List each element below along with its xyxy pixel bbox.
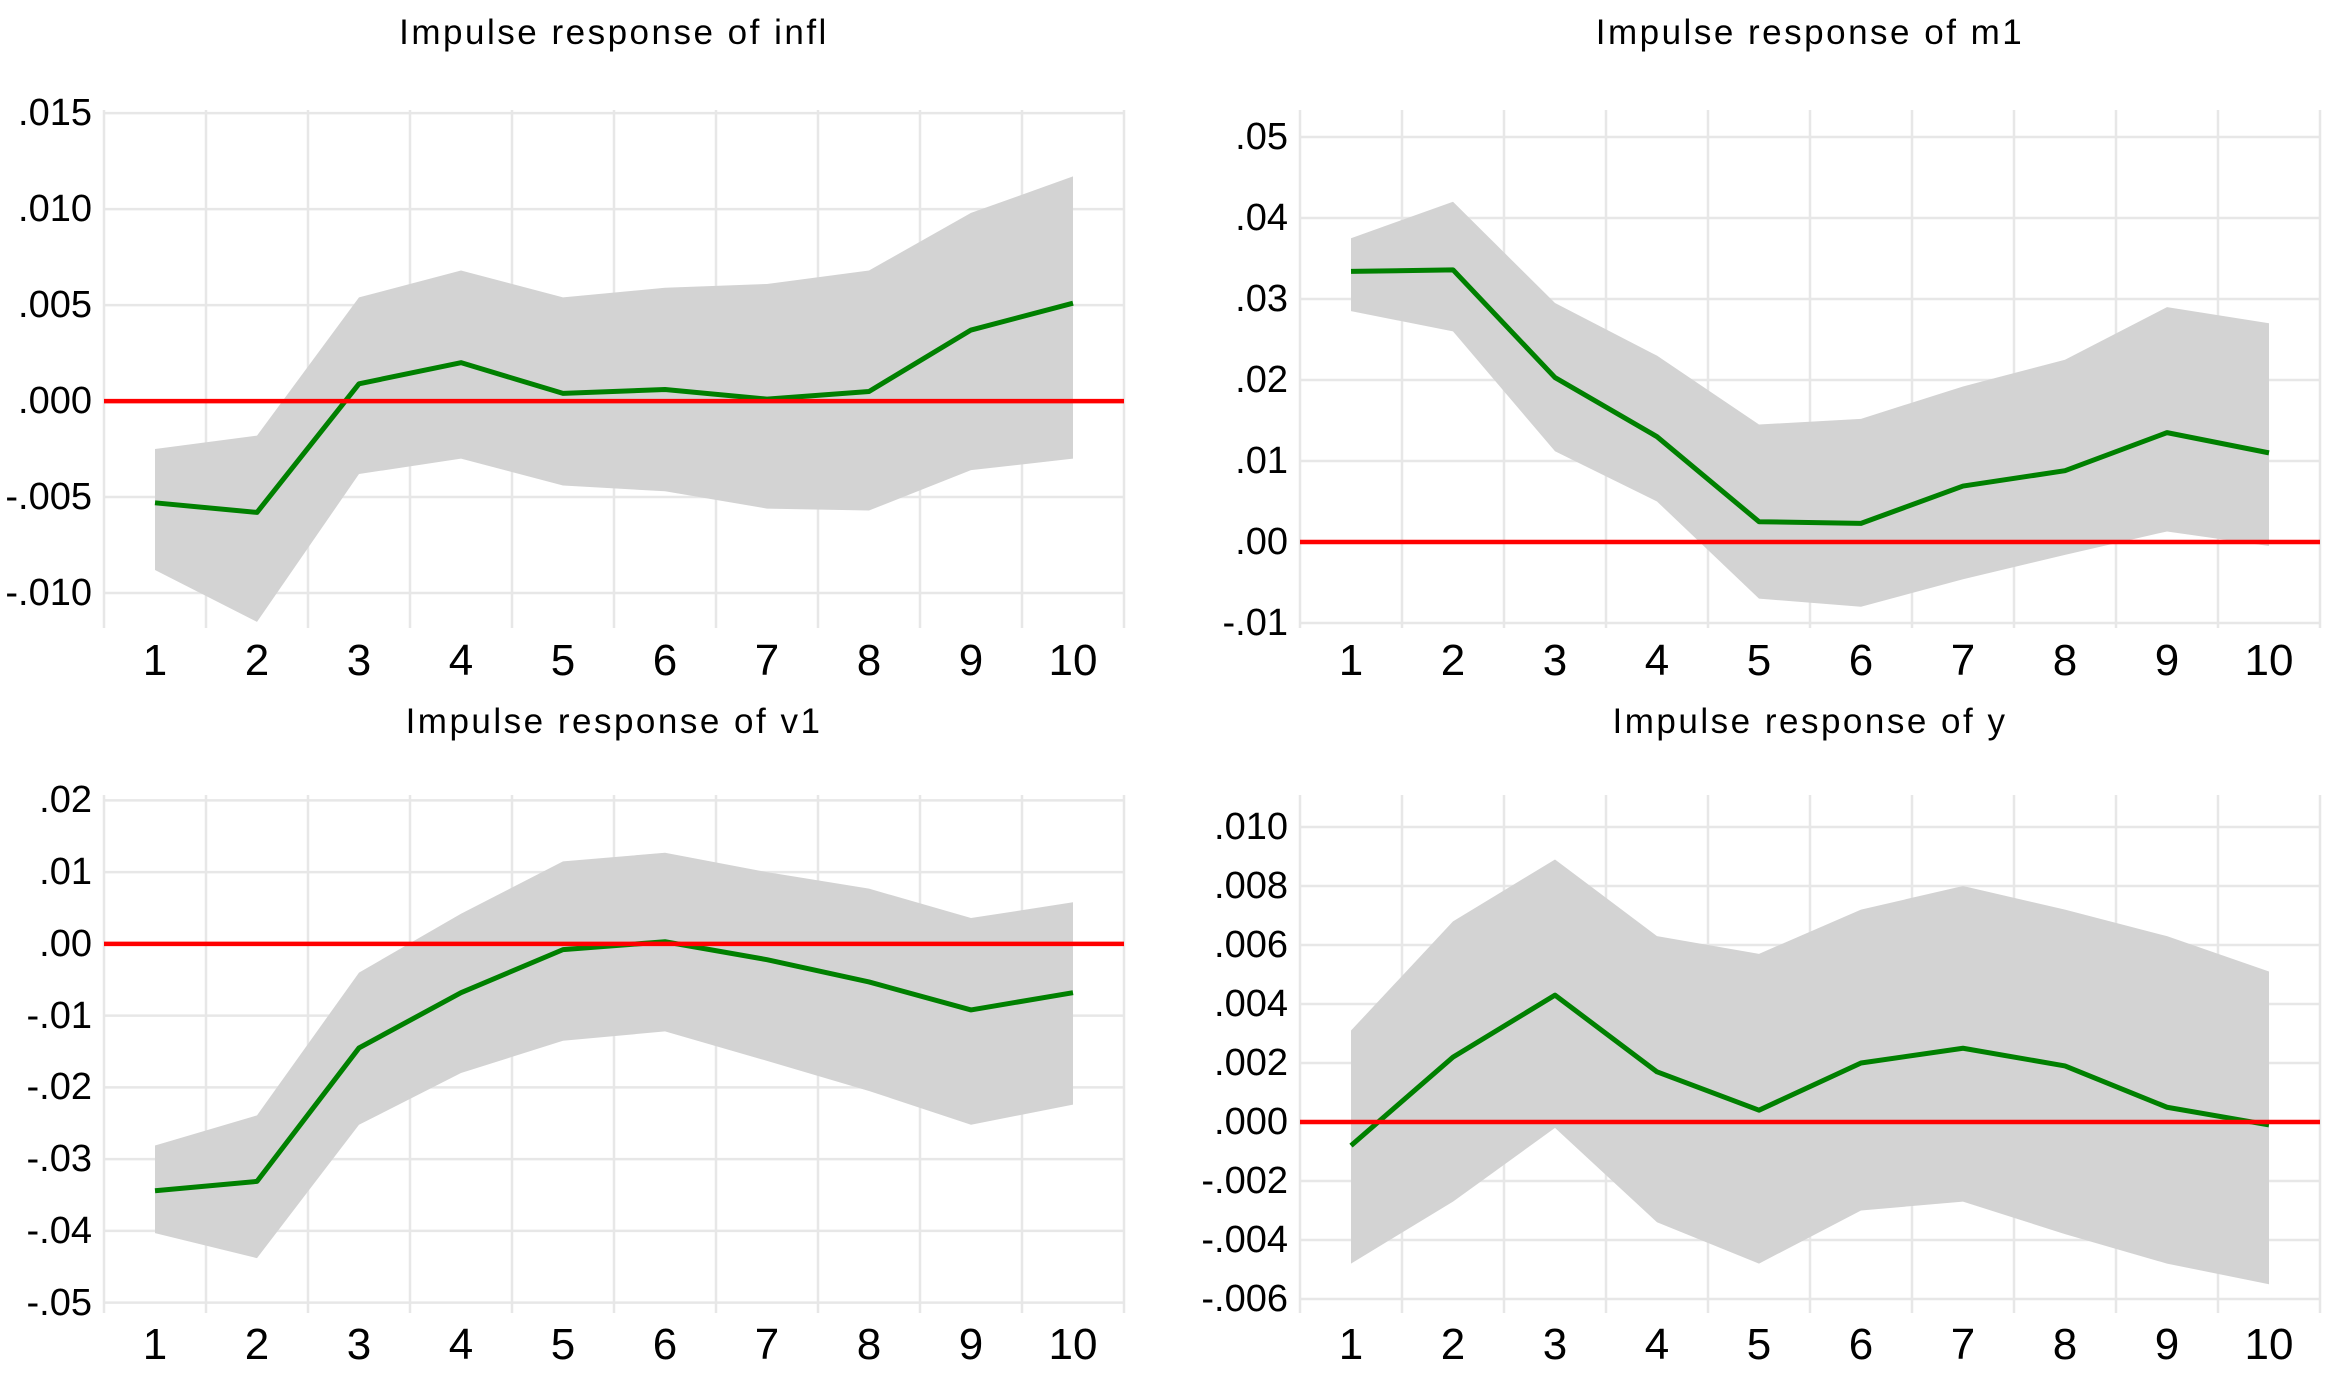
- confidence-band: [155, 852, 1073, 1259]
- y-tick-label: .02: [39, 779, 92, 822]
- irf-line: [1350, 267, 2270, 526]
- chart-2-plot: [102, 795, 1126, 1313]
- y-tick-label: .004: [1214, 982, 1288, 1025]
- chart-title-v1: Impulse response of v1: [405, 702, 823, 741]
- y-tick-label: -.01: [26, 994, 92, 1037]
- x-tick-label: 7: [1950, 636, 1976, 685]
- y-tick-label: -.006: [1201, 1277, 1288, 1320]
- x-tick-label: 7: [1950, 1320, 1976, 1369]
- x-tick-label: 4: [448, 1320, 474, 1369]
- y-tick-label: .05: [1235, 115, 1288, 158]
- x-tick-label: 10: [1048, 636, 1098, 685]
- x-tick-label: 2: [244, 636, 270, 685]
- x-tick-label: 4: [448, 636, 474, 685]
- x-tick-label: 8: [856, 636, 882, 685]
- x-tick-label: 5: [1746, 1320, 1772, 1369]
- y-tick-label: .000: [1214, 1100, 1288, 1143]
- y-tick-label: .00: [39, 922, 92, 965]
- y-tick-label: -.02: [26, 1066, 92, 1109]
- y-tick-label: .01: [1235, 439, 1288, 482]
- y-tick-label: -.005: [5, 476, 92, 519]
- x-tick-label: 2: [1440, 1320, 1466, 1369]
- x-tick-label: 7: [754, 636, 780, 685]
- confidence-band: [1351, 201, 2269, 607]
- y-tick-label: .015: [18, 92, 92, 135]
- x-tick-label: 7: [754, 1320, 780, 1369]
- x-tick-label: 10: [2244, 636, 2294, 685]
- y-tick-label: .008: [1214, 865, 1288, 907]
- y-tick-label: -.010: [5, 572, 92, 615]
- x-tick-label: 9: [958, 1320, 984, 1369]
- x-tick-label: 9: [2154, 1320, 2180, 1369]
- y-tick-label: .006: [1214, 924, 1288, 966]
- x-tick-label: 4: [1644, 1320, 1670, 1369]
- x-tick-label: 1: [1338, 1320, 1364, 1369]
- x-tick-label: 5: [550, 1320, 576, 1369]
- x-tick-label: 3: [346, 636, 372, 685]
- x-tick-label: 6: [1848, 636, 1874, 685]
- x-tick-label: 10: [2244, 1320, 2294, 1369]
- y-tick-label: .010: [1214, 806, 1288, 848]
- x-tick-label: 2: [1440, 636, 1466, 685]
- x-tick-label: 1: [1338, 636, 1364, 685]
- y-tick-label: .010: [18, 188, 92, 231]
- y-tick-label: .000: [18, 380, 92, 423]
- x-tick-label: 10: [1048, 1320, 1098, 1369]
- x-tick-label: 8: [2052, 1320, 2078, 1369]
- y-tick-label: -.04: [26, 1209, 92, 1252]
- y-tick-label: -.05: [26, 1281, 92, 1324]
- confidence-band: [1351, 859, 2269, 1285]
- chart-title-infl: Impulse response of infl: [399, 13, 829, 52]
- x-tick-label: 3: [346, 1320, 372, 1369]
- chart-1-plot: [1298, 110, 2322, 628]
- x-tick-label: 6: [1848, 1320, 1874, 1369]
- x-tick-label: 3: [1542, 1320, 1568, 1369]
- y-tick-label: -.01: [1222, 601, 1288, 644]
- x-tick-label: 8: [856, 1320, 882, 1369]
- x-tick-label: 9: [958, 636, 984, 685]
- y-tick-label: .00: [1235, 520, 1288, 563]
- y-tick-label: -.004: [1201, 1218, 1288, 1261]
- x-tick-label: 2: [244, 1320, 270, 1369]
- y-tick-label: .002: [1214, 1041, 1288, 1084]
- chart-title-m1: Impulse response of m1: [1595, 13, 2025, 52]
- x-tick-label: 9: [2154, 636, 2180, 685]
- x-tick-label: 3: [1542, 636, 1568, 685]
- chart-0-plot: [102, 110, 1126, 628]
- y-tick-label: .02: [1235, 358, 1288, 401]
- x-tick-label: 5: [550, 636, 576, 685]
- irf-line: [154, 300, 1074, 515]
- chart-3-plot: [1298, 795, 2322, 1313]
- y-tick-label: .03: [1235, 277, 1288, 320]
- x-tick-label: 5: [1746, 636, 1772, 685]
- irf-line: [1349, 992, 2270, 1148]
- y-tick-label: .005: [18, 284, 92, 327]
- y-tick-label: .04: [1235, 196, 1288, 239]
- x-tick-label: 1: [142, 636, 168, 685]
- chart-title-y: Impulse response of y: [1612, 702, 2008, 741]
- x-tick-label: 4: [1644, 636, 1670, 685]
- y-tick-label: .01: [39, 851, 92, 894]
- y-tick-label: -.03: [26, 1138, 92, 1181]
- x-tick-label: 6: [652, 1320, 678, 1369]
- y-tick-label: -.002: [1201, 1159, 1288, 1202]
- x-tick-label: 6: [652, 636, 678, 685]
- x-tick-label: 1: [142, 1320, 168, 1369]
- x-tick-label: 8: [2052, 636, 2078, 685]
